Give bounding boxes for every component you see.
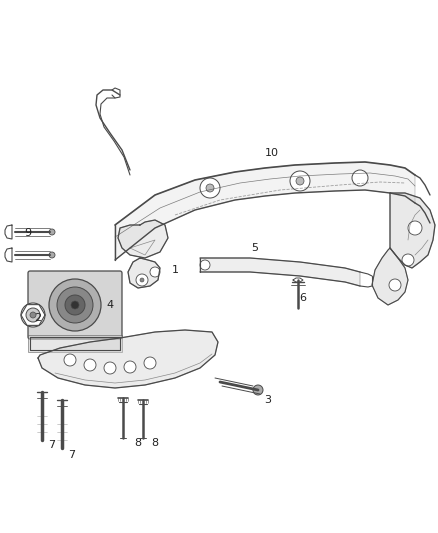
- Circle shape: [84, 359, 96, 371]
- Circle shape: [64, 354, 76, 366]
- Polygon shape: [28, 335, 122, 352]
- FancyBboxPatch shape: [28, 271, 122, 339]
- Polygon shape: [372, 248, 408, 305]
- Polygon shape: [118, 220, 168, 258]
- Circle shape: [57, 287, 93, 323]
- Circle shape: [296, 177, 304, 185]
- Circle shape: [49, 229, 55, 235]
- Circle shape: [200, 178, 220, 198]
- Polygon shape: [128, 258, 160, 288]
- Text: 8: 8: [134, 438, 141, 448]
- Text: 8: 8: [152, 438, 159, 448]
- Circle shape: [26, 308, 40, 322]
- Circle shape: [104, 362, 116, 374]
- Text: 7: 7: [68, 450, 76, 460]
- Circle shape: [136, 274, 148, 286]
- Circle shape: [253, 385, 263, 395]
- Circle shape: [150, 267, 160, 277]
- Circle shape: [389, 279, 401, 291]
- Polygon shape: [38, 330, 218, 388]
- Text: 6: 6: [300, 293, 307, 303]
- Circle shape: [49, 279, 101, 331]
- Polygon shape: [115, 162, 415, 260]
- Circle shape: [144, 357, 156, 369]
- Circle shape: [30, 312, 36, 318]
- Circle shape: [408, 221, 422, 235]
- Text: 9: 9: [25, 228, 32, 238]
- Text: 1: 1: [172, 265, 179, 275]
- Text: 7: 7: [49, 440, 56, 450]
- Circle shape: [65, 295, 85, 315]
- Circle shape: [352, 170, 368, 186]
- Circle shape: [200, 260, 210, 270]
- Circle shape: [402, 254, 414, 266]
- Circle shape: [71, 301, 79, 309]
- Circle shape: [21, 303, 45, 327]
- Text: 5: 5: [251, 243, 258, 253]
- Text: 10: 10: [265, 148, 279, 158]
- Text: 3: 3: [265, 395, 272, 405]
- Text: 4: 4: [106, 300, 113, 310]
- Circle shape: [124, 361, 136, 373]
- Polygon shape: [200, 258, 360, 286]
- Circle shape: [140, 278, 144, 282]
- Circle shape: [206, 184, 214, 192]
- Text: 2: 2: [35, 313, 42, 323]
- Circle shape: [49, 252, 55, 258]
- Circle shape: [290, 171, 310, 191]
- Polygon shape: [390, 193, 435, 268]
